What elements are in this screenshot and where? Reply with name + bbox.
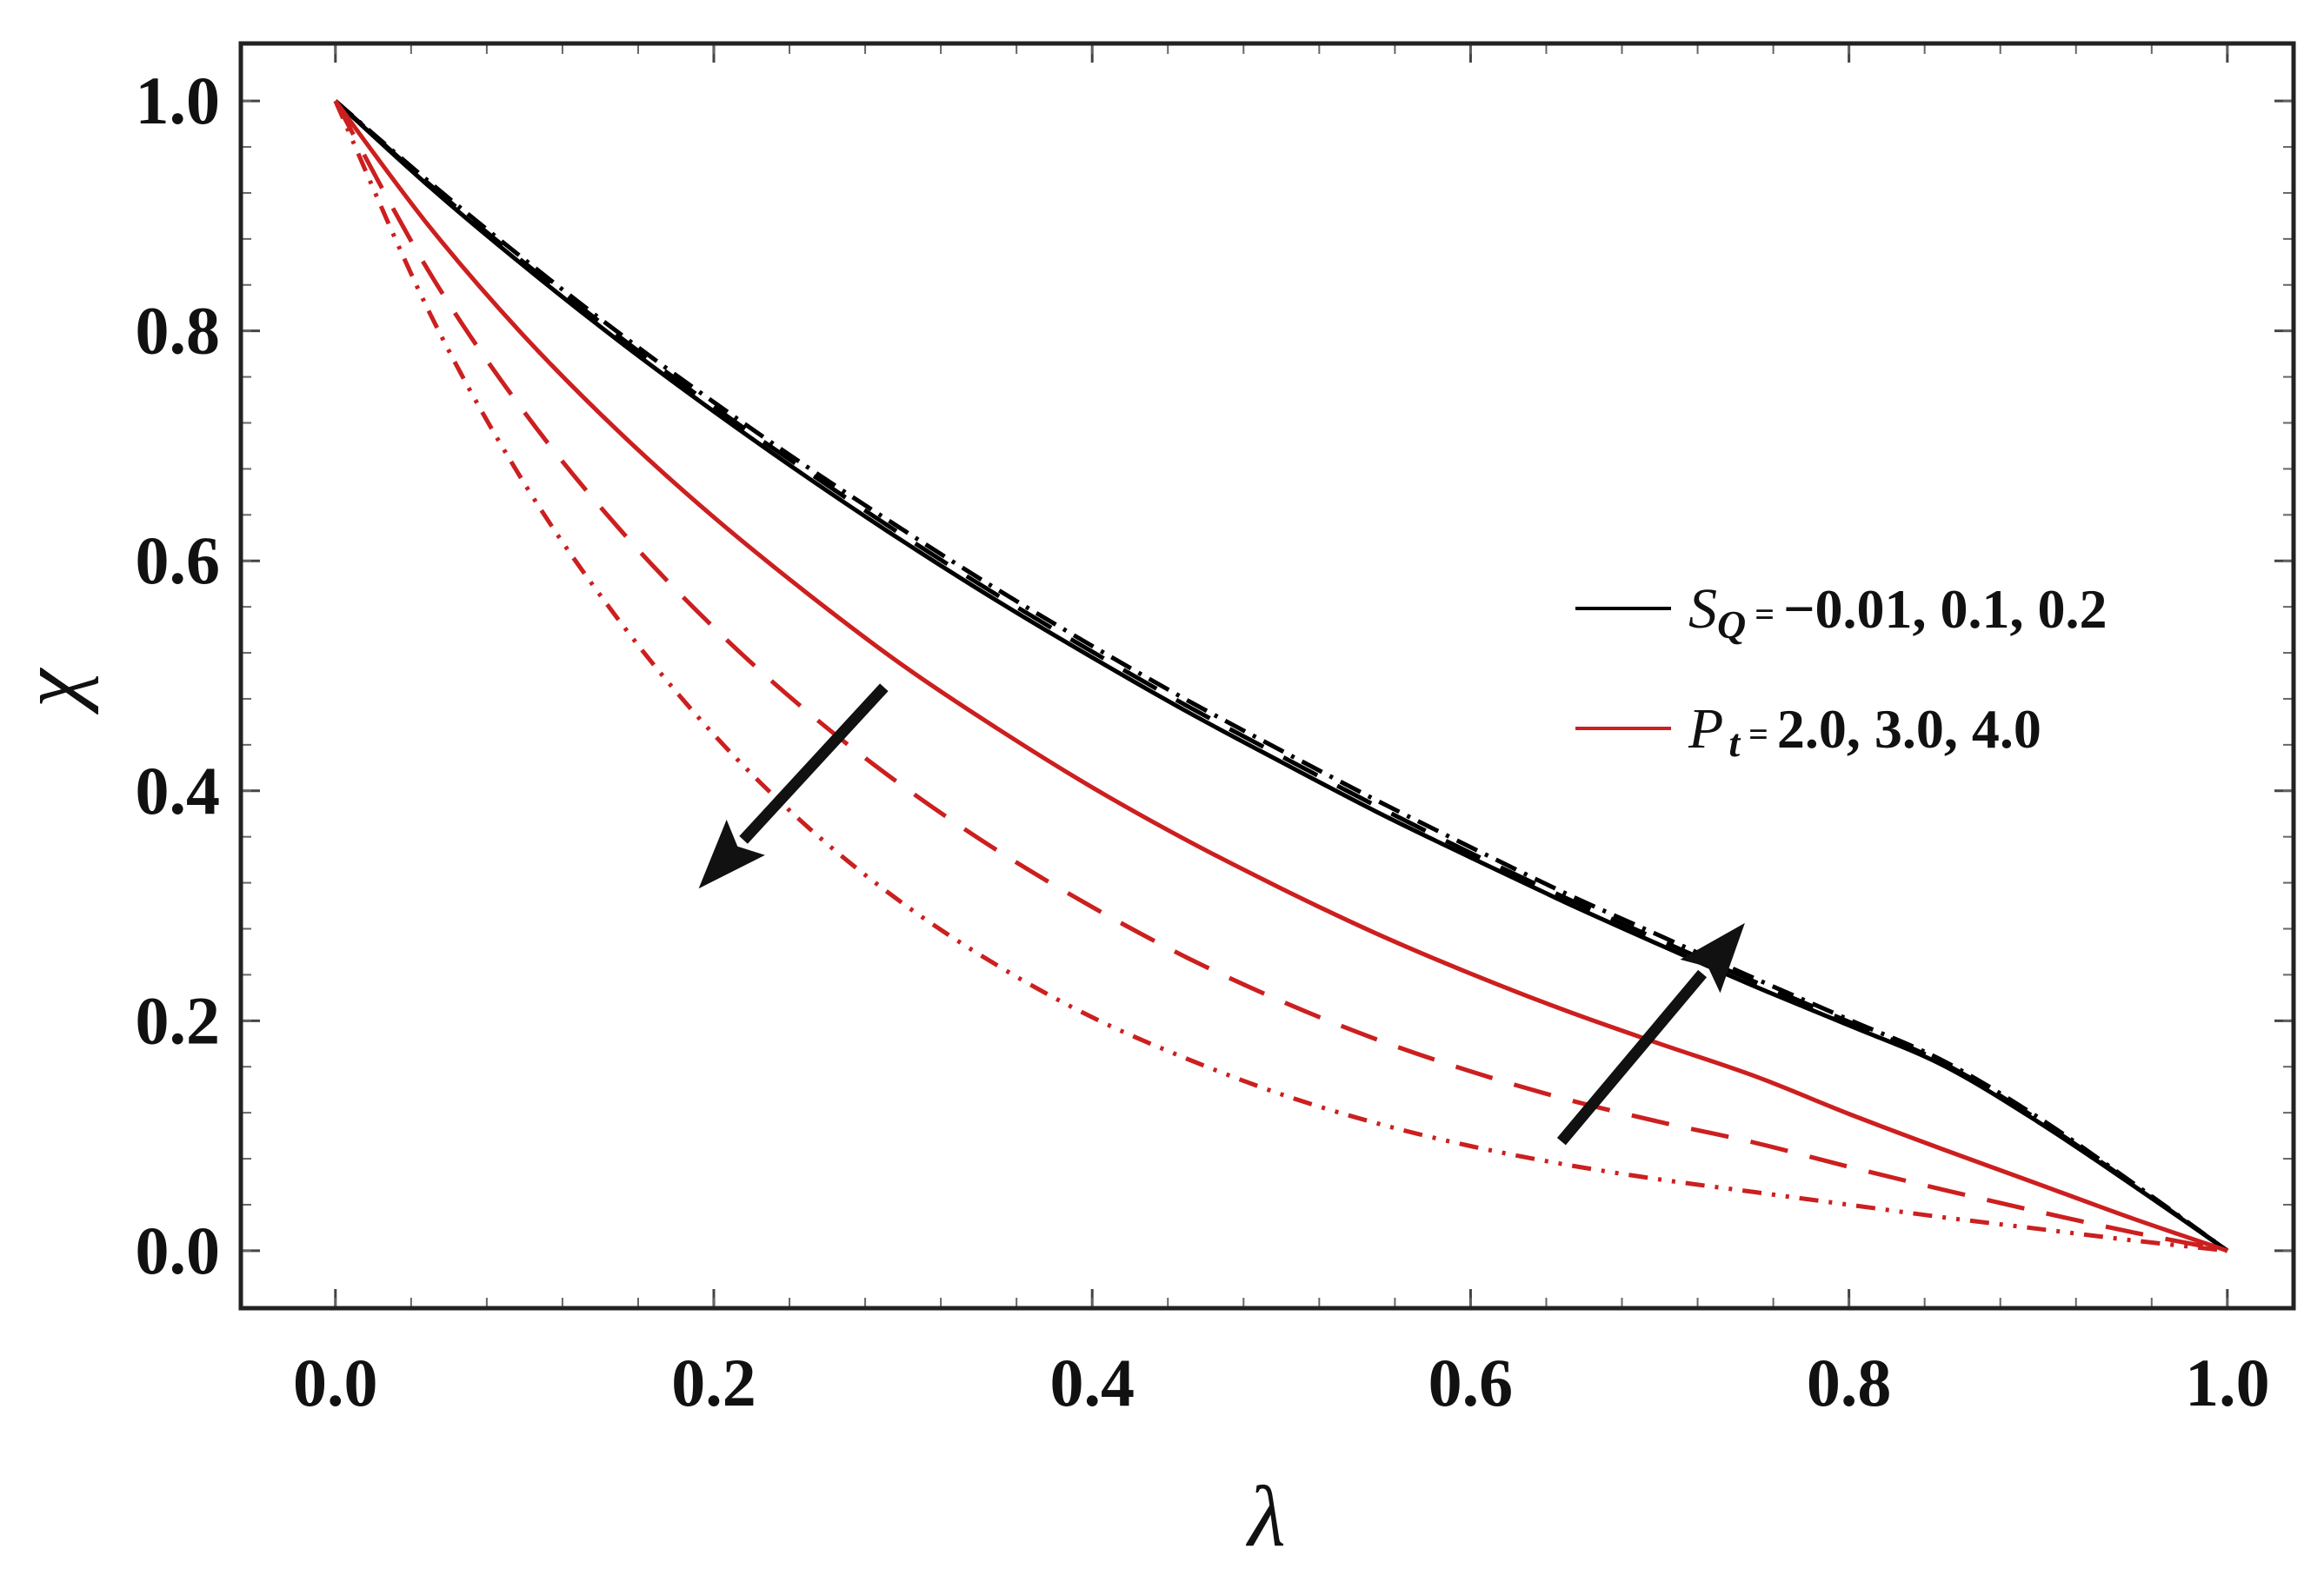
x-tick-label-1: 0.2 <box>671 1345 756 1420</box>
x-tick-label-4: 0.8 <box>1807 1345 1892 1420</box>
legend-subscript-q: Q <box>1717 602 1746 647</box>
series-line-p-t-2-0 <box>333 99 2228 1253</box>
x-tick-label-2: 0.4 <box>1049 1345 1135 1420</box>
legend-subscript-t: t <box>1728 721 1741 765</box>
legend-symbol-p: P <box>1688 697 1723 761</box>
annotation-layer <box>698 683 1745 1146</box>
arrow-increasing-S_Q-shaft <box>1556 969 1708 1146</box>
y-tick-label-1: 0.2 <box>136 982 221 1058</box>
plot-frame <box>238 41 2296 1311</box>
y-tick-label-2: 0.4 <box>136 753 221 828</box>
series-line-s-q-0-1 <box>334 99 2229 1253</box>
series-line-s-q-0-01 <box>334 99 2229 1253</box>
series-line-p-t-4-0 <box>333 100 2228 1253</box>
legend-eq-2: = <box>1748 715 1768 754</box>
y-tick-label-5: 1.0 <box>136 63 221 138</box>
y-tick-label-4: 0.8 <box>136 293 221 369</box>
series-line-s-q-0-2 <box>334 99 2229 1253</box>
series-layer <box>333 99 2229 1253</box>
x-tick-label-0: 0.0 <box>293 1345 378 1420</box>
legend-values-p-t: 2.0, 3.0, 4.0 <box>1777 698 2041 760</box>
arrow-increasing-P_t-head <box>698 820 765 889</box>
y-tick-label-3: 0.6 <box>136 522 221 598</box>
legend-entry-s-q: SQ = −0.01, 0.1, 0.2 <box>1688 577 2108 647</box>
y-axis-title: χ <box>3 667 99 715</box>
legend-symbol-s: S <box>1688 577 1717 641</box>
arrow-increasing-S_Q-head <box>1680 922 1745 994</box>
y-tick-label-0: 0.0 <box>136 1213 221 1288</box>
arrow-increasing-P_t <box>698 683 889 889</box>
tick-label-layer: 0.0 0.2 0.4 0.6 0.8 1.0 0.0 0.2 0.4 0.6 0.8 1.0 <box>136 63 2270 1420</box>
series-line-p-t-3-0 <box>333 99 2228 1253</box>
legend-eq-1: = <box>1755 595 1775 634</box>
arrow-increasing-S_Q <box>1556 922 1745 1146</box>
x-tick-label-3: 0.6 <box>1428 1345 1514 1420</box>
x-tick-label-5: 1.0 <box>2185 1345 2270 1420</box>
x-axis-title: λ <box>1245 1468 1285 1565</box>
arrow-increasing-P_t-shaft <box>739 683 889 844</box>
legend-values-s-q: −0.01, 0.1, 0.2 <box>1783 578 2107 640</box>
